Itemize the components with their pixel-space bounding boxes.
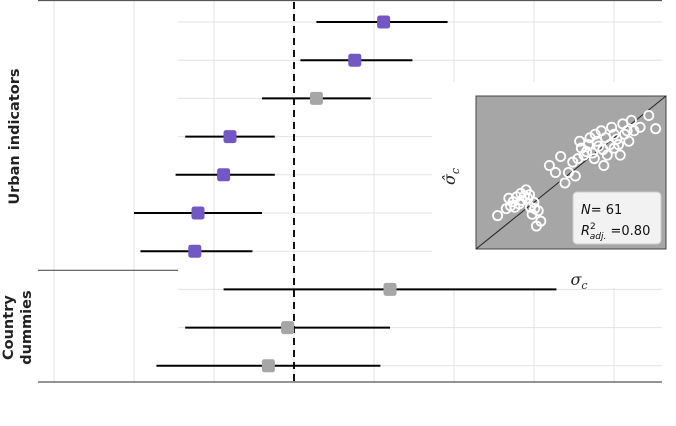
legend-r2-value: =0.80 bbox=[606, 224, 650, 239]
inset-x-label-subscript: c bbox=[581, 279, 587, 292]
inset-y-label-subscript: c bbox=[449, 168, 462, 174]
scatter-point bbox=[625, 114, 637, 126]
legend-r-squared: R2 adj. =0.80 bbox=[581, 222, 650, 242]
scatter-point bbox=[650, 123, 662, 135]
main-axes bbox=[38, 0, 662, 383]
inset-x-axis-title: σc bbox=[570, 270, 587, 292]
coefficient-point bbox=[309, 91, 323, 105]
scatter-point bbox=[613, 139, 625, 151]
coefficient-point bbox=[261, 359, 275, 373]
legend-r2-subscript: adj. bbox=[590, 232, 607, 242]
legend-r2-superscript: 2 bbox=[590, 222, 596, 232]
scatter-point bbox=[628, 125, 640, 137]
scatter-point bbox=[601, 149, 613, 161]
legend-sample-size: N= 61 bbox=[581, 203, 622, 218]
inset-y-label-symbol: σ̂ bbox=[440, 173, 459, 185]
coefficient-point bbox=[348, 53, 362, 67]
scatter-point bbox=[530, 220, 542, 232]
scatter-point bbox=[634, 121, 646, 133]
identity-line bbox=[475, 95, 667, 250]
scatter-point bbox=[589, 128, 601, 140]
scatter-point bbox=[492, 210, 504, 222]
main-labels: Urban indicators Country dummies bbox=[1, 69, 35, 365]
coefficient-point bbox=[281, 321, 295, 335]
scatter-point bbox=[621, 125, 633, 137]
scatter-point bbox=[611, 133, 623, 145]
coefficient-point bbox=[217, 168, 231, 182]
scatter-point bbox=[643, 109, 655, 121]
inset-y-axis-title: σ̂c bbox=[440, 168, 462, 185]
scatter-point bbox=[588, 153, 600, 165]
scatter-point bbox=[614, 149, 626, 161]
scatter-point bbox=[606, 121, 618, 133]
scatter-point bbox=[543, 160, 555, 172]
scatter-point bbox=[549, 166, 561, 178]
group-label-urban: Urban indicators bbox=[7, 69, 23, 205]
legend-n-label: N bbox=[581, 203, 591, 218]
scatter-point bbox=[572, 153, 584, 165]
group-label-line: dummies bbox=[19, 290, 35, 364]
scatter-point bbox=[559, 177, 571, 189]
inset-x-label-symbol: σ bbox=[570, 270, 582, 289]
legend-n-value: = 61 bbox=[591, 203, 623, 218]
scatter-point bbox=[581, 146, 593, 158]
coefficient-point bbox=[377, 15, 391, 29]
group-label-line: Country bbox=[1, 295, 17, 360]
coefficient-point bbox=[383, 282, 397, 296]
scatter-point bbox=[569, 170, 581, 182]
scatter-point bbox=[598, 160, 610, 172]
group-label-line: Urban indicators bbox=[7, 69, 23, 205]
scatter-point bbox=[526, 208, 538, 220]
inset-legend-box bbox=[572, 191, 662, 245]
scatter-point bbox=[587, 147, 599, 159]
group-label-country: Country dummies bbox=[1, 290, 35, 364]
legend-r2-label: R bbox=[581, 224, 590, 239]
scatter-point bbox=[528, 196, 540, 208]
scatter-point bbox=[623, 135, 635, 147]
scatter-point bbox=[532, 205, 544, 217]
main-coefficient-marks bbox=[134, 15, 557, 373]
coefficient-point bbox=[191, 206, 205, 220]
scatter-point bbox=[555, 151, 567, 163]
coefficient-point bbox=[223, 130, 237, 144]
coefficient-point bbox=[188, 244, 202, 258]
